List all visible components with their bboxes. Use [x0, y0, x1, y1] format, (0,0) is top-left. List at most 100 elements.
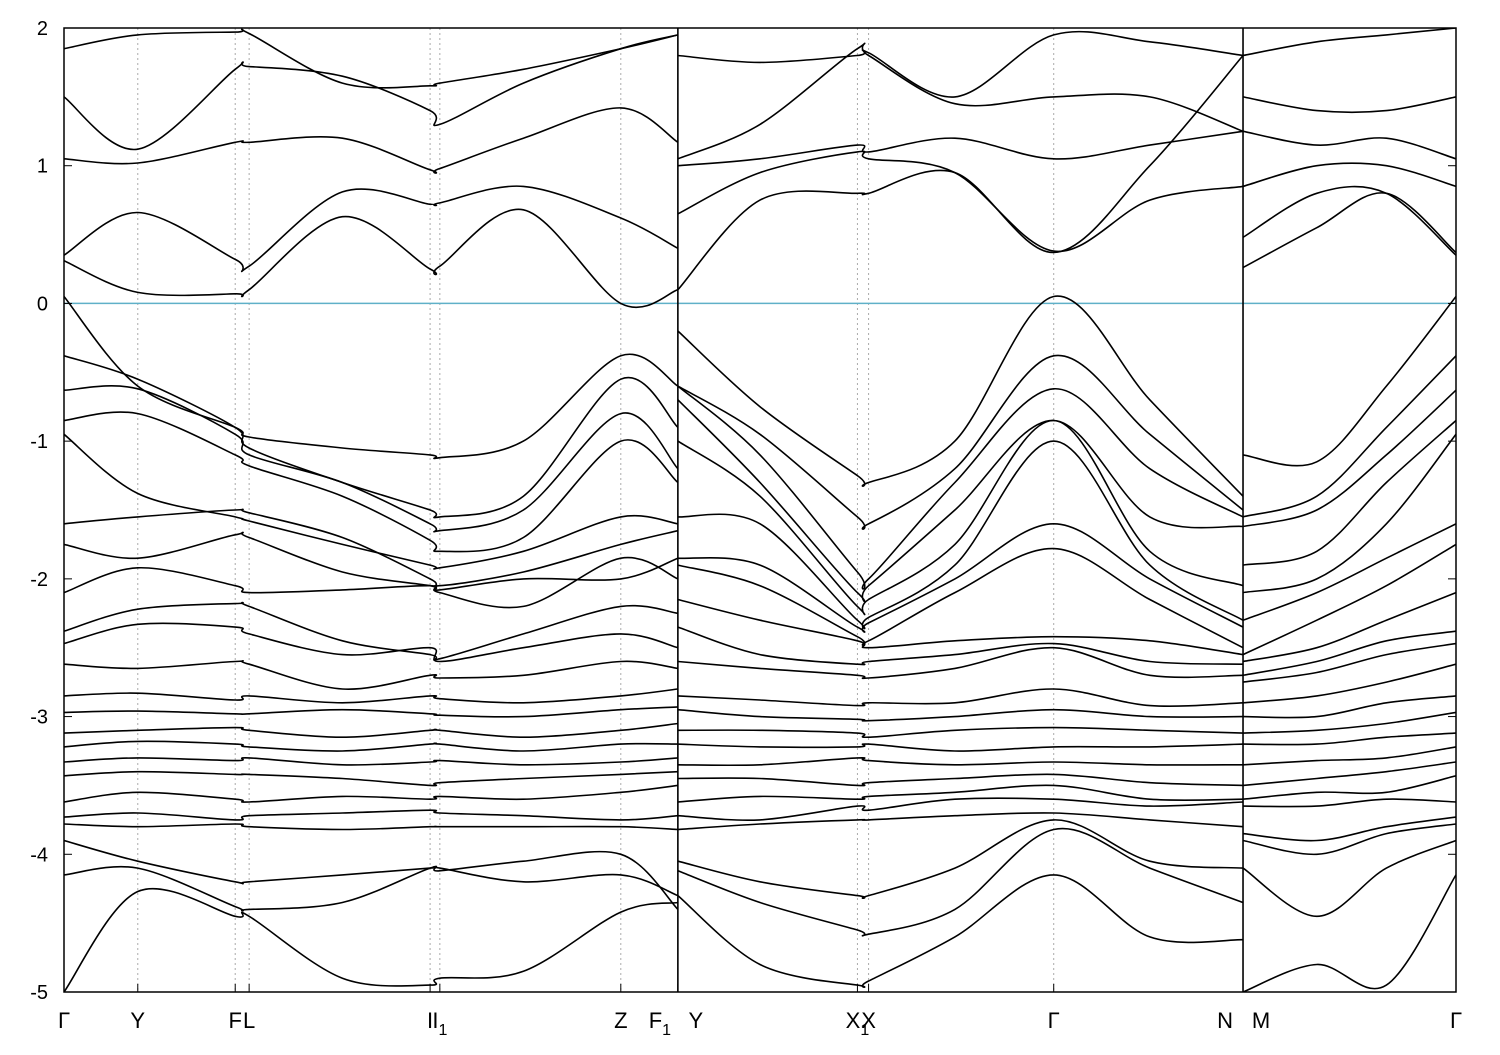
band-line-seg0-24	[64, 823, 678, 831]
band-line-seg0-20	[64, 757, 678, 766]
x-tick-label: M	[1252, 1008, 1270, 1033]
band-line-seg0-27	[64, 887, 679, 992]
band-line-seg2-20	[1242, 746, 1456, 766]
band-line-seg0-7	[64, 385, 679, 533]
y-tick-label: 1	[37, 156, 48, 178]
x-tick-label: Y	[130, 1008, 145, 1033]
band-line-seg2-24	[1242, 816, 1456, 842]
band-line-seg2-22	[1242, 775, 1456, 800]
band-line-seg0-26	[64, 850, 679, 912]
band-line-seg2-6	[1242, 296, 1456, 467]
band-line-seg2-21	[1242, 761, 1456, 787]
band-line-seg1-5	[677, 295, 1244, 497]
band-line-seg0-3	[64, 185, 679, 273]
x-tick-label: I1	[432, 1008, 447, 1039]
band-line-seg1-17	[677, 708, 1244, 722]
band-line-seg2-26	[1242, 839, 1456, 918]
y-tick-label: -3	[30, 707, 48, 729]
x-tick-subscript: 1	[860, 1022, 869, 1039]
band-line-seg2-23	[1242, 798, 1456, 808]
band-line-seg1-11	[677, 522, 1244, 633]
band-line-seg0-6	[64, 355, 679, 519]
band-line-seg1-8	[677, 399, 1244, 603]
band-line-seg0-16	[64, 688, 679, 704]
band-line-seg2-27	[1242, 874, 1456, 992]
band-line-seg0-15	[64, 660, 679, 690]
band-line-seg2-10	[1242, 433, 1456, 594]
x-tick-label: Y	[689, 1008, 704, 1033]
band-line-seg0-14	[64, 622, 679, 663]
x-tick-label: L	[243, 1008, 255, 1033]
x-tick-label: Γ	[58, 1008, 70, 1033]
band-line-seg1-26	[677, 827, 1244, 937]
band-line-seg2-19	[1242, 732, 1456, 746]
band-line-seg1-15	[677, 646, 1244, 680]
x-tick-label: F1	[649, 1008, 671, 1039]
band-line-seg1-13	[677, 598, 1244, 656]
band-line-seg1-0	[677, 30, 1244, 98]
bands	[64, 28, 1456, 992]
band-line-seg0-23	[64, 809, 678, 821]
band-line-seg0-10	[64, 508, 679, 588]
band-line-seg1-9	[677, 419, 1244, 616]
grid-lines	[137, 28, 1244, 992]
band-line-seg2-4	[1242, 185, 1456, 256]
band-line-seg0-4	[64, 208, 679, 309]
band-line-seg2-11	[1242, 523, 1456, 621]
x-tick-subscript: 1	[438, 1022, 447, 1039]
band-line-seg2-14	[1242, 630, 1456, 677]
y-tick-label: -1	[30, 431, 48, 453]
band-line-seg2-17	[1242, 695, 1456, 719]
band-line-seg0-22	[64, 784, 679, 803]
x-axis: Γ Y F L I I1 Z F1 Y X1X Γ N M Γ	[58, 984, 1462, 1039]
band-line-seg0-8	[64, 411, 679, 553]
band-line-seg0-18	[64, 722, 678, 739]
band-line-seg2-12	[1242, 543, 1456, 656]
band-line-seg2-13	[1242, 591, 1456, 663]
x-tick-label: Γ	[1048, 1008, 1060, 1033]
band-line-seg2-2	[1242, 130, 1456, 160]
band-line-seg1-20	[677, 756, 1244, 767]
band-line-seg1-27	[677, 874, 1244, 988]
band-line-seg2-1	[1242, 96, 1456, 114]
x-tick-label: Γ	[1450, 1008, 1462, 1033]
band-line-seg0-21	[64, 770, 678, 787]
band-line-seg2-15	[1242, 642, 1456, 683]
band-line-seg0-25	[64, 839, 679, 897]
band-line-seg0-12	[64, 556, 679, 609]
band-line-seg0-2	[64, 107, 679, 174]
band-line-seg2-5	[1242, 192, 1456, 269]
band-line-seg1-12	[677, 547, 1244, 649]
band-line-seg1-7	[677, 385, 1244, 590]
band-line-seg1-4	[677, 54, 1244, 291]
band-line-seg2-7	[1242, 355, 1456, 518]
band-line-seg2-9	[1242, 419, 1456, 566]
segment-breaks	[677, 28, 1244, 992]
band-line-seg0-1	[64, 34, 679, 151]
plot-frame	[63, 27, 1457, 993]
band-line-seg1-22	[677, 784, 1244, 803]
band-line-seg1-19	[677, 743, 1244, 752]
band-line-seg1-2	[677, 130, 1244, 167]
band-line-seg2-16	[1242, 663, 1456, 704]
x-tick-label: X	[861, 1008, 876, 1033]
x-tick-label: N	[1217, 1008, 1233, 1033]
y-tick-label: 2	[37, 18, 48, 40]
band-line-seg2-0	[1242, 28, 1456, 57]
band-line-seg1-23	[677, 797, 1244, 821]
y-axis: 2 1 0 -1 -2 -3 -4 -5	[30, 18, 1456, 1004]
band-line-seg1-6	[677, 354, 1244, 530]
y-tick-label: -2	[30, 569, 48, 591]
band-line-seg2-3	[1242, 162, 1456, 188]
band-line-seg1-1	[677, 42, 1244, 160]
band-line-seg1-10	[677, 440, 1244, 630]
x-tick-label: Z	[614, 1008, 627, 1033]
y-tick-label: -5	[30, 982, 48, 1004]
band-line-seg0-13	[64, 601, 679, 661]
band-line-seg1-16	[677, 688, 1244, 708]
x-tick-subscript: 1	[662, 1022, 671, 1039]
y-tick-label: -4	[30, 844, 48, 866]
band-line-seg1-18	[677, 726, 1244, 739]
